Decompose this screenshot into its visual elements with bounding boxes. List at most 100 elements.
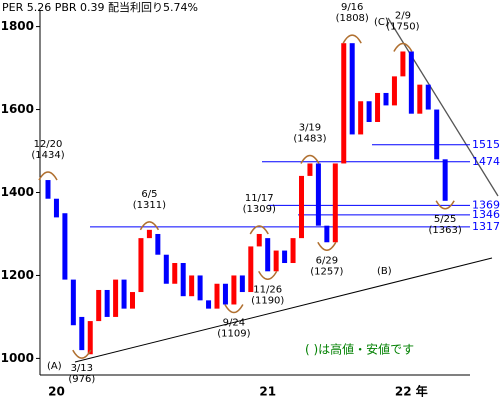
y-tick-label: 1200 xyxy=(1,268,34,282)
candle xyxy=(70,279,76,326)
annotation-price: (1363) xyxy=(429,225,462,236)
candle xyxy=(138,238,144,293)
candle xyxy=(341,43,347,164)
highlight-arc xyxy=(317,241,337,252)
annotation-price: (1311) xyxy=(133,200,166,211)
annotation-price: (1190) xyxy=(251,295,284,306)
highlight-arc xyxy=(393,42,413,52)
trend-label: (B) xyxy=(377,266,392,277)
candle xyxy=(45,180,51,199)
level-label: 1515 xyxy=(472,138,500,151)
y-tick-label: 1600 xyxy=(1,102,34,116)
annotation-date: 9/24 xyxy=(223,317,245,328)
candle xyxy=(214,283,220,309)
trend-label: (A) xyxy=(47,361,62,372)
candle xyxy=(299,175,304,239)
candle xyxy=(146,229,152,239)
trend-label: (C) xyxy=(374,17,389,28)
candle xyxy=(130,292,135,309)
y-tick-label: 1400 xyxy=(1,185,34,199)
candle xyxy=(87,321,93,355)
candle xyxy=(96,289,102,322)
x-tick-label: 22 年 xyxy=(395,384,428,399)
candle xyxy=(375,92,381,122)
candle xyxy=(358,101,364,135)
annotation-price: (1483) xyxy=(293,133,326,144)
candle xyxy=(442,159,448,201)
highlight-arc xyxy=(435,200,455,210)
highlight-arc xyxy=(139,221,160,231)
level-label: 1369 xyxy=(472,198,500,211)
annotation-price: (1434) xyxy=(31,150,64,161)
highlight-arc xyxy=(72,349,92,359)
candle xyxy=(222,283,228,305)
candle xyxy=(315,163,321,226)
highlight-arc xyxy=(38,171,58,181)
annotation-date: 12/20 xyxy=(34,139,63,150)
candle xyxy=(104,289,110,317)
x-tick-label: 21 xyxy=(259,385,276,399)
candle xyxy=(408,51,414,114)
annotation-price: (1309) xyxy=(243,204,276,215)
annotation-date: 11/17 xyxy=(245,193,274,204)
note: ( )は高値・安値です xyxy=(305,342,414,357)
candle xyxy=(425,84,431,110)
highlight-arc xyxy=(224,304,244,314)
annotation-date: 3/19 xyxy=(299,122,321,133)
candle xyxy=(383,92,389,106)
annotation-date: 11/26 xyxy=(253,284,282,295)
candle xyxy=(121,279,127,309)
candle xyxy=(62,213,68,280)
candle xyxy=(206,300,212,309)
annotation-price: (1109) xyxy=(217,328,250,339)
candle xyxy=(324,225,330,243)
candle xyxy=(155,233,161,255)
level-label: 1474 xyxy=(472,155,500,168)
candle xyxy=(239,275,245,293)
x-tick-label: 20 xyxy=(48,385,65,399)
annotation-price: (1750) xyxy=(386,21,419,32)
annotation-date: 9/16 xyxy=(341,2,363,13)
annotation-date: 5/25 xyxy=(434,214,456,225)
level-label: 1317 xyxy=(472,220,500,233)
candle xyxy=(366,101,372,122)
candle xyxy=(282,250,288,264)
chart-title: PER 5.26 PBR 0.39 配当利回り5.74% xyxy=(2,0,198,14)
candle xyxy=(307,163,313,176)
candle xyxy=(265,238,271,272)
y-tick-label: 1800 xyxy=(1,19,34,33)
candle xyxy=(434,109,440,160)
y-tick-label: 1000 xyxy=(1,351,34,365)
highlight-arc xyxy=(300,154,320,164)
annotation-price: (1808) xyxy=(336,13,369,24)
candle xyxy=(163,254,169,284)
candle xyxy=(231,275,237,305)
candle xyxy=(79,316,85,351)
trend-line xyxy=(74,257,493,363)
annotation-date: 6/5 xyxy=(141,189,157,200)
candle xyxy=(332,163,338,243)
annotation-price: (976) xyxy=(68,374,95,385)
candle xyxy=(180,263,186,297)
candle xyxy=(349,43,355,135)
annotation-date: 6/29 xyxy=(316,255,338,266)
candle xyxy=(256,233,262,247)
candle xyxy=(391,76,397,106)
annotation-date: 3/13 xyxy=(71,363,93,374)
annotation-date: 2/9 xyxy=(395,10,411,21)
candle xyxy=(273,250,279,272)
candle xyxy=(172,263,178,284)
candle xyxy=(400,51,406,77)
candle xyxy=(189,275,195,297)
candle xyxy=(197,275,203,301)
candle xyxy=(248,246,254,293)
candle xyxy=(417,84,423,114)
level-label: 1346 xyxy=(472,208,500,221)
candle xyxy=(113,279,119,317)
candle xyxy=(290,238,296,264)
annotation-price: (1257) xyxy=(310,266,343,277)
highlight-arc xyxy=(258,270,278,281)
highlight-arc xyxy=(342,34,362,44)
candle xyxy=(53,198,59,218)
